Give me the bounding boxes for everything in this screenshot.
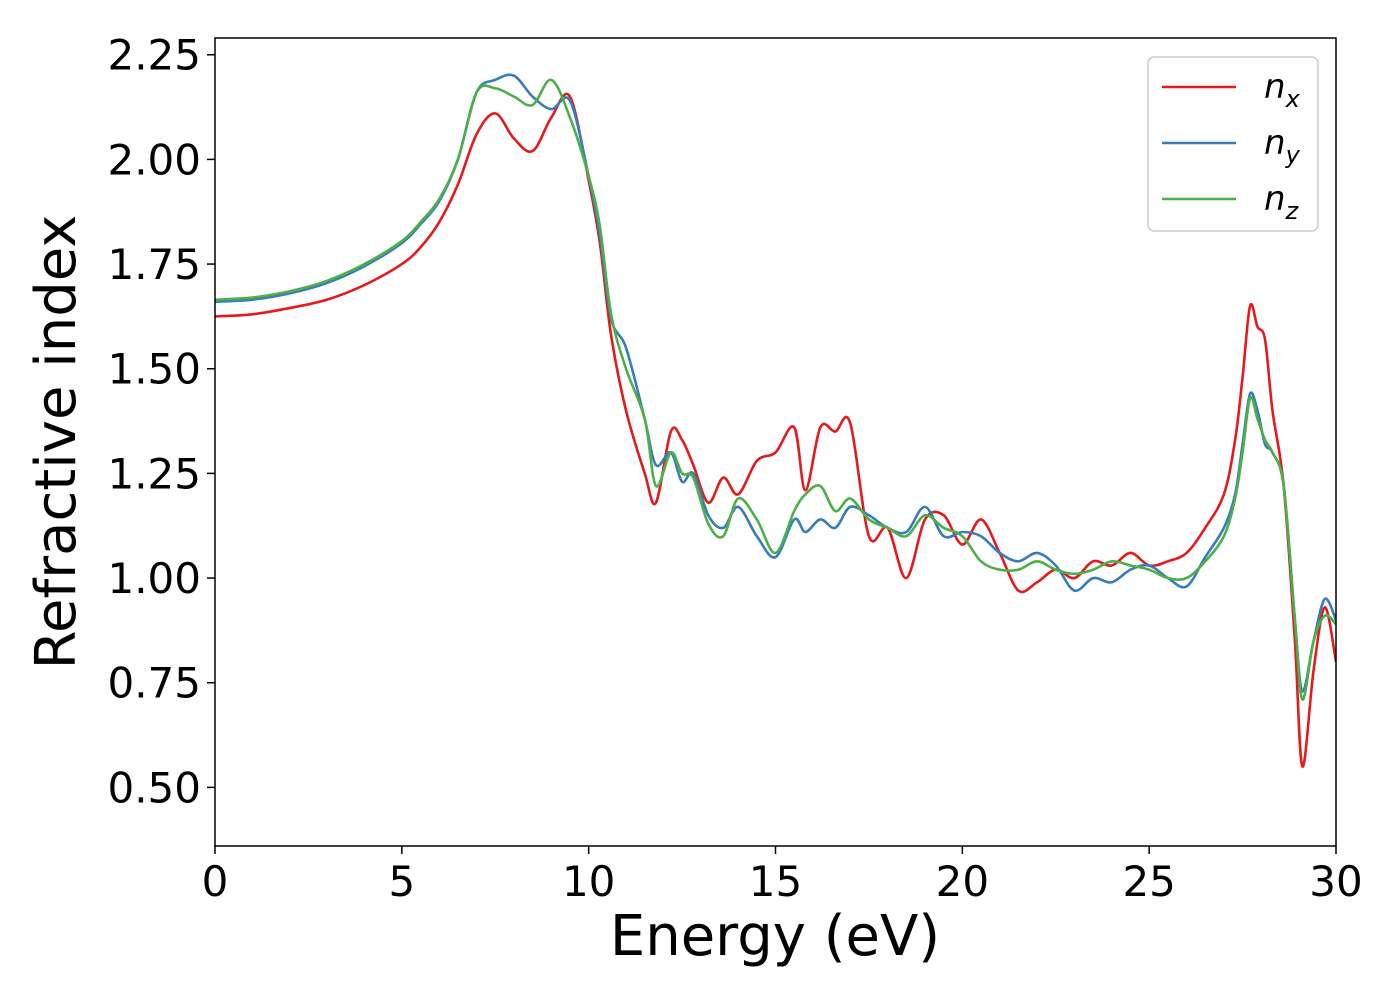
legend: nx ny nz bbox=[1147, 56, 1319, 232]
x-axis: 0 5 10 15 20 25 30 bbox=[202, 846, 1363, 906]
y-tick-label: 1.50 bbox=[107, 345, 201, 394]
x-tick-label: 5 bbox=[388, 857, 415, 906]
series-layer bbox=[215, 73, 1336, 768]
y-tick-label: 0.75 bbox=[107, 659, 201, 708]
x-tick-label: 20 bbox=[936, 857, 989, 906]
x-tick-label: 0 bbox=[202, 857, 229, 906]
legend-label-y: ny bbox=[1264, 123, 1301, 169]
series-line-n-x bbox=[215, 92, 1336, 768]
x-tick-label: 30 bbox=[1309, 857, 1362, 906]
legend-label-x: nx bbox=[1264, 67, 1301, 113]
series-line-n-z bbox=[215, 78, 1336, 701]
x-tick-label: 15 bbox=[749, 857, 802, 906]
x-tick-label: 25 bbox=[1122, 857, 1175, 906]
y-axis-label: Refractive index bbox=[24, 215, 89, 670]
y-tick-label: 0.50 bbox=[107, 763, 201, 812]
y-tick-label: 1.00 bbox=[107, 554, 201, 603]
y-tick-label: 2.25 bbox=[107, 31, 201, 80]
legend-label-z: nz bbox=[1264, 179, 1300, 225]
y-tick-label: 1.75 bbox=[107, 240, 201, 289]
x-tick-label: 10 bbox=[562, 857, 615, 906]
y-axis: 0.50 0.75 1.00 1.25 1.50 1.75 2.00 2.25 bbox=[107, 31, 215, 812]
x-axis-label: Energy (eV) bbox=[610, 904, 940, 969]
y-tick-label: 2.00 bbox=[107, 135, 201, 184]
y-tick-label: 1.25 bbox=[107, 449, 201, 498]
